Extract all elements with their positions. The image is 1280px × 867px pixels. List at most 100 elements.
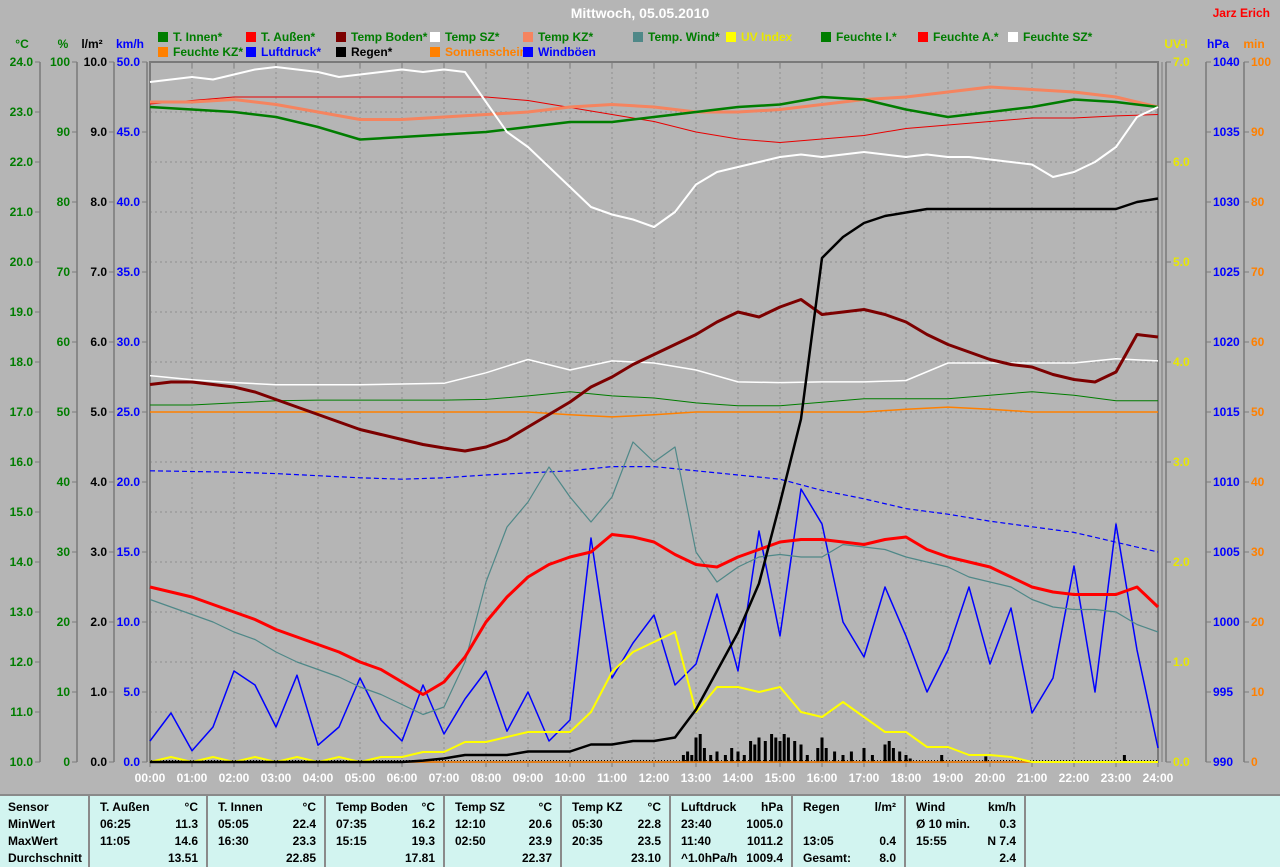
series-luftdruck (149, 466, 1159, 553)
stats-min-value: 11.3 (175, 816, 198, 831)
axis-label-rain: 3.0 (90, 545, 107, 559)
legend-swatch-icon (246, 31, 256, 42)
x-axis-label: 20:00 (975, 771, 1006, 785)
axis-label-pct: 70 (57, 265, 71, 279)
legend-swatch-icon (336, 31, 346, 42)
x-axis-label: 03:00 (261, 771, 292, 785)
axis-label-uv: 1.0 (1173, 655, 1190, 669)
axis-label-hpa: 1030 (1213, 195, 1240, 209)
axis-label-pct: 50 (57, 405, 71, 419)
legend-label: Sonnenschein (445, 44, 528, 59)
axis-label-min: 100 (1251, 55, 1271, 69)
stats-sensor-unit: l/m² (874, 799, 896, 814)
stats-min-time: 05:05 (218, 816, 249, 831)
axis-label-min: 50 (1251, 405, 1265, 419)
stats-max-time: 02:50 (455, 833, 486, 848)
axis-label-rain: 4.0 (90, 475, 107, 489)
x-axis-label: 04:00 (303, 771, 334, 785)
rain-rate-bar (698, 734, 702, 762)
chart-legend: T. Innen* T. Außen* Temp Boden* Temp SZ* Tem… (158, 29, 1158, 59)
series-temp_wind (149, 441, 1159, 716)
axis-label-pct: 10 (57, 685, 71, 699)
rain-rate-bar (786, 737, 790, 762)
stats-max-time: 11:05 (100, 833, 131, 848)
legend-label: Regen* (351, 44, 393, 59)
x-axis-label: 23:00 (1101, 771, 1132, 785)
stats-sensor-unit: °C (647, 799, 661, 814)
stats-sensor-unit: hPa (760, 799, 783, 814)
axis-label-rain: 9.0 (90, 125, 107, 139)
rain-rate-bar (782, 734, 786, 762)
legend-item-t-innen-: T. Innen* (158, 30, 246, 44)
axis-label-temp: 20.0 (10, 255, 34, 269)
axis-label-hpa: 1035 (1213, 125, 1240, 139)
axis-label-hpa: 1005 (1213, 545, 1240, 559)
x-axis-label: 01:00 (177, 771, 208, 785)
legend-item-uv-index: UV Index (726, 30, 821, 44)
axis-label-hpa: 1040 (1213, 55, 1240, 69)
rain-rate-bar (753, 744, 757, 762)
axis-title-min: min (1243, 37, 1264, 51)
rain-rate-bar (883, 744, 887, 762)
rain-rate-bar (898, 751, 902, 762)
series-feuchte_a (149, 96, 1159, 143)
legend-item-feuchte-a-: Feuchte A.* (918, 30, 1008, 44)
axis-label-temp: 17.0 (10, 405, 34, 419)
stats-sensor-unit: °C (421, 799, 435, 814)
axis-label-wind: 40.0 (117, 195, 141, 209)
rain-rate-bar (774, 737, 778, 762)
rain-rate-bar (736, 751, 740, 762)
legend-item-feuchte-sz-: Feuchte SZ* (1008, 30, 1103, 44)
legend-swatch-icon (523, 46, 533, 57)
stats-row-label: Durchschnitt (8, 850, 83, 865)
stats-avg-value: 23.10 (630, 850, 661, 865)
rain-rate-bar (694, 737, 698, 762)
axis-label-min: 30 (1251, 545, 1265, 559)
axis-label-wind: 25.0 (117, 405, 141, 419)
legend-item-t-au-en-: T. Außen* (246, 30, 336, 44)
stats-sensor-name: Temp KZ (572, 799, 623, 814)
rain-rate-bar (805, 755, 809, 762)
rain-rate-bar (742, 755, 746, 762)
axis-label-min: 90 (1251, 125, 1265, 139)
rain-rate-bar (891, 748, 895, 762)
stats-min-value: 22.8 (637, 816, 661, 831)
legend-swatch-icon (523, 31, 533, 42)
x-axis-label: 17:00 (849, 771, 880, 785)
stats-sensor-name: T. Innen (218, 799, 263, 814)
axis-label-temp: 10.0 (10, 755, 34, 769)
legend-swatch-icon (726, 31, 736, 42)
rain-rate-bar (984, 756, 988, 762)
stats-max-value: 23.5 (637, 833, 661, 848)
rain-rate-bar (862, 748, 866, 762)
rain-rate-bar (849, 751, 853, 762)
axis-label-hpa: 1025 (1213, 265, 1240, 279)
axis-label-wind: 45.0 (117, 125, 141, 139)
axis-label-wind: 5.0 (123, 685, 140, 699)
stats-column-luftdruck: Luftdruck hPa 23:40 1005.0 11:40 1011.2 ^1.0hP… (669, 796, 791, 867)
legend-row-1: T. Innen* T. Außen* Temp Boden* Temp SZ* Tem… (158, 29, 1158, 44)
axis-label-pct: 60 (57, 335, 71, 349)
legend-item-temp-sz-: Temp SZ* (430, 30, 523, 44)
stats-row-label: MinWert (8, 816, 56, 831)
axis-label-min: 70 (1251, 265, 1265, 279)
stats-sensor-unit: km/h (987, 799, 1016, 814)
axis-label-uv: 5.0 (1173, 255, 1190, 269)
rain-rate-bar (841, 755, 845, 762)
legend-label: Temp. Wind* (648, 29, 720, 44)
weather-chart-canvas: 24.0 23.0 22.0 21.0 20.0 19.0 18.0 17.0 16.0 15.0… (10, 37, 1272, 785)
stats-sensor-unit: °C (302, 799, 316, 814)
rain-rate-bar (908, 758, 912, 762)
stats-min-time: 05:30 (572, 816, 603, 831)
axis-label-temp: 22.0 (10, 155, 34, 169)
legend-swatch-icon (918, 31, 928, 42)
rain-rate-bar (757, 737, 761, 762)
axis-label-temp: 14.0 (10, 555, 34, 569)
legend-item-windb-en: Windböen (523, 45, 633, 59)
x-axis-label: 12:00 (639, 771, 670, 785)
stats-max-value: 14.6 (174, 833, 198, 848)
x-axis-label: 07:00 (429, 771, 460, 785)
stats-avg-value: 1009.4 (746, 850, 783, 865)
axis-title-temp: °C (15, 37, 29, 51)
rain-rate-bar (702, 748, 706, 762)
